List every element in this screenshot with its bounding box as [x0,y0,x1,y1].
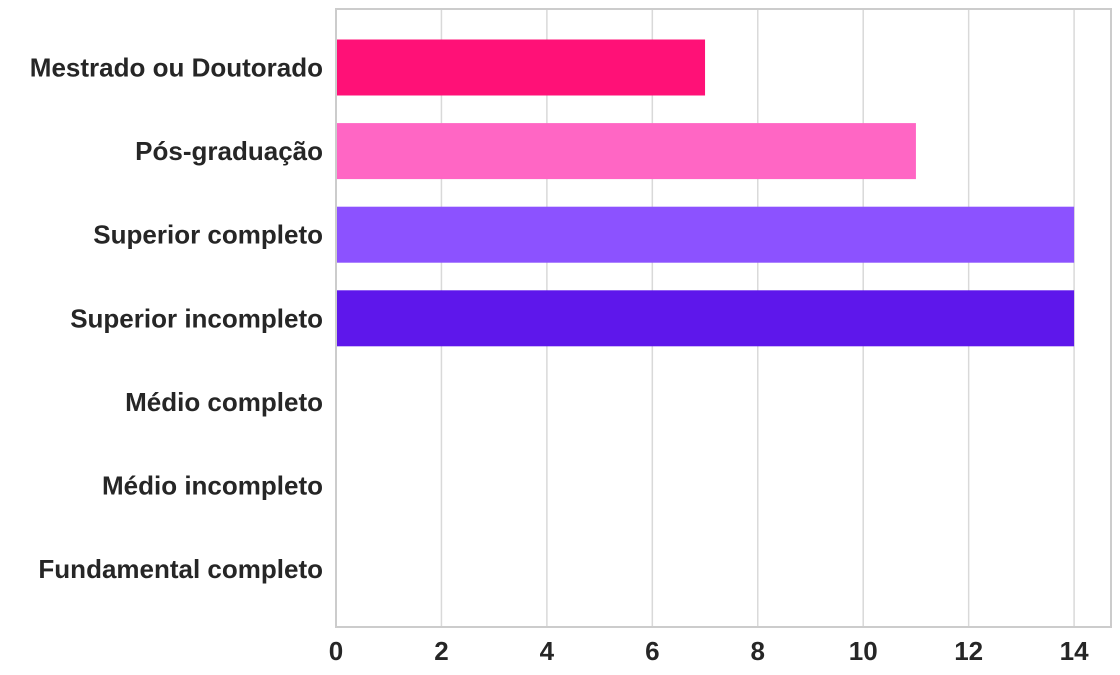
x-tick-label-6: 6 [645,636,659,666]
bar-mestrado-ou-doutorado [336,39,706,96]
bar-superior-completo [336,206,1075,263]
x-tick-label-4: 4 [540,636,555,666]
x-tick-labels: 0 2 4 6 8 10 12 14 [329,636,1089,666]
category-label-medio-completo: Médio completo [125,387,323,417]
x-tick-label-14: 14 [1060,636,1089,666]
category-label-superior-incompleto: Superior incompleto [70,303,323,333]
plot-frame [335,8,1112,628]
category-label-mestrado-ou-doutorado: Mestrado ou Doutorado [30,53,323,83]
category-label-fundamental-completo: Fundamental completo [38,554,323,584]
x-tick-label-0: 0 [329,636,343,666]
bars [336,39,1075,347]
bar-pos-graduacao [336,123,916,180]
x-tick-label-2: 2 [434,636,448,666]
category-label-medio-incompleto: Médio incompleto [102,471,323,501]
x-tick-label-8: 8 [751,636,765,666]
x-tick-label-10: 10 [849,636,878,666]
category-label-pos-graduacao: Pós-graduação [135,136,323,166]
category-label-superior-completo: Superior completo [93,220,323,250]
bar-superior-incompleto [336,290,1075,347]
x-tick-label-12: 12 [954,636,983,666]
category-labels: Mestrado ou Doutorado Pós-graduação Superi… [30,53,323,585]
